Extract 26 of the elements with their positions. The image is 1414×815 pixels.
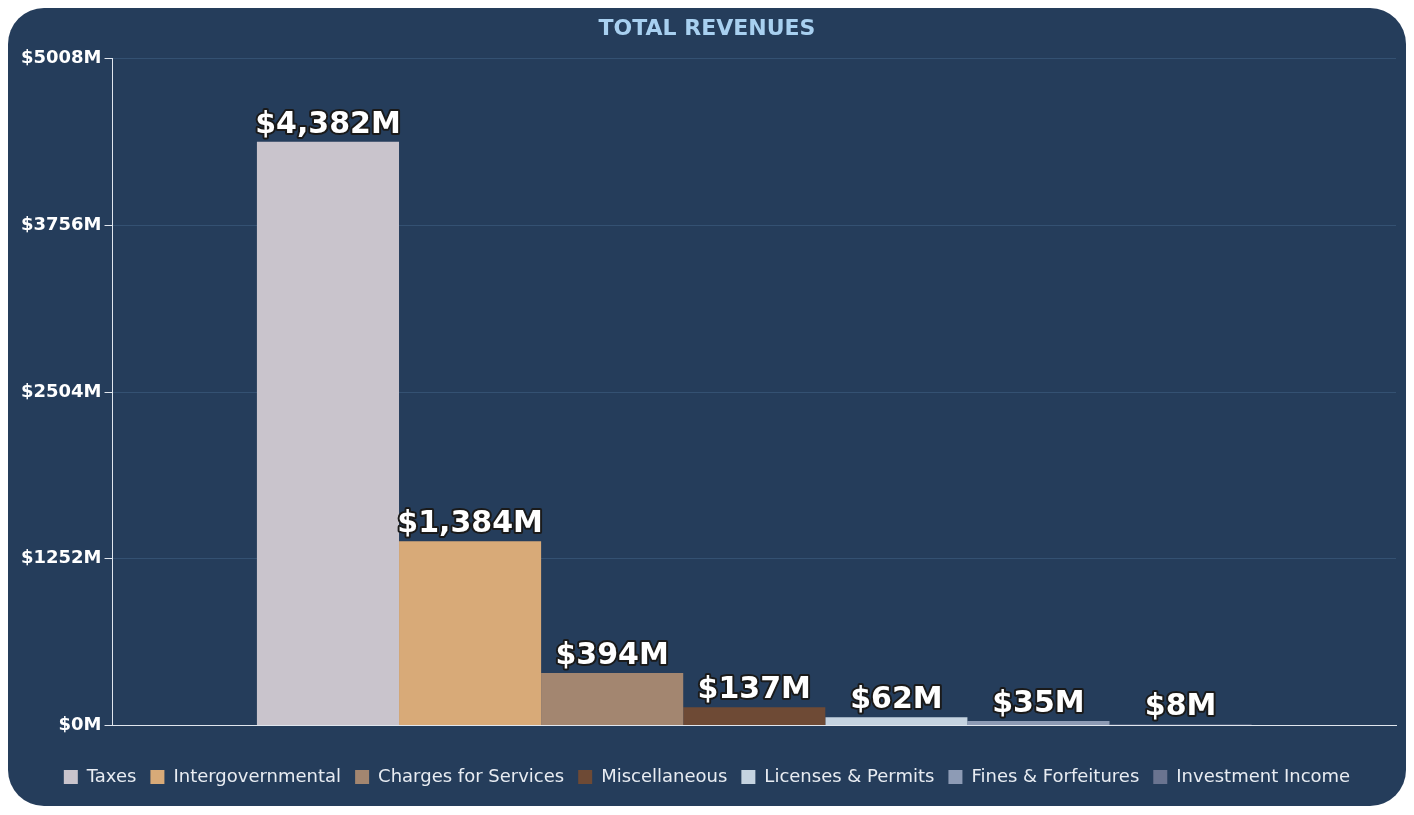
bar xyxy=(683,707,826,726)
y-tick-label: $2504M xyxy=(20,379,102,401)
legend-label: Miscellaneous xyxy=(601,764,728,786)
chart-title: TOTAL REVENUES xyxy=(598,14,816,40)
data-label: $137M xyxy=(697,670,811,706)
y-tick-label: $5008M xyxy=(20,46,102,68)
data-label: $8M xyxy=(1144,687,1217,723)
legend-label: Fines & Forfeitures xyxy=(971,764,1140,786)
data-label: $394M xyxy=(555,635,669,671)
data-label: $35M xyxy=(992,683,1085,719)
bar xyxy=(825,717,968,726)
legend-label: Intergovernmental xyxy=(173,764,342,786)
bar xyxy=(967,720,1110,726)
data-label: $1,384M xyxy=(397,504,543,540)
y-tick-label: $0M xyxy=(58,713,102,735)
y-tick-label: $3756M xyxy=(20,212,102,234)
data-label: $4,382M xyxy=(255,104,401,140)
bar xyxy=(399,541,542,726)
y-tick-label: $1252M xyxy=(20,546,102,568)
data-label: $62M xyxy=(850,680,943,716)
bar xyxy=(541,673,684,726)
bar xyxy=(256,141,400,726)
legend-label: Investment Income xyxy=(1176,764,1351,786)
legend-label: Licenses & Permits xyxy=(764,764,935,786)
legend-label: Charges for Services xyxy=(378,764,565,786)
legend-label: Taxes xyxy=(85,764,137,786)
